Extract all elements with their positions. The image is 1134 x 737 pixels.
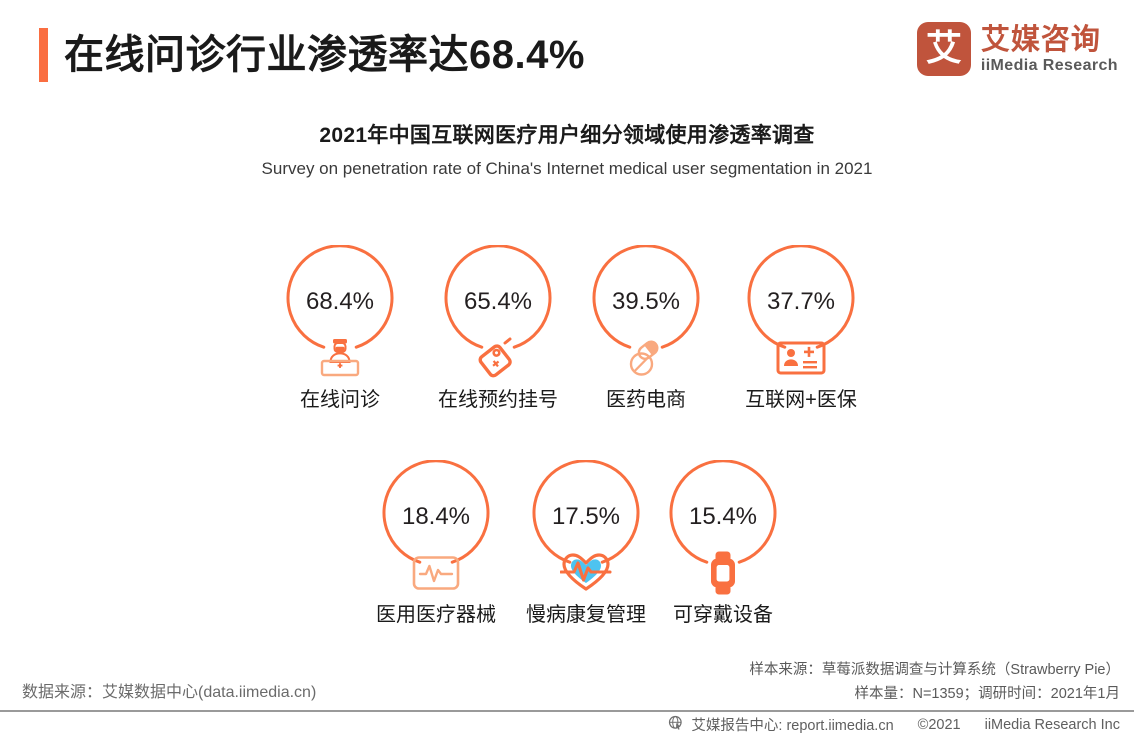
sample-source-note: 样本来源：草莓派数据调查与计算系统（Strawberry Pie）	[749, 662, 1120, 678]
metric-label: 互联网+医保	[745, 389, 857, 411]
progress-ring: 37.7%	[746, 245, 856, 375]
brand-name-cn: 艾媒咨询	[980, 23, 1101, 56]
progress-ring: 65.4%	[443, 245, 553, 378]
metric-label: 在线预约挂号	[438, 389, 558, 411]
brand-mark-icon: 艾	[916, 22, 971, 76]
metric-bubble: 18.4% 医用医疗器械	[373, 460, 499, 626]
heartbeat-icon	[559, 550, 613, 596]
metric-label: 医药电商	[606, 389, 686, 411]
metric-bubble: 37.7% 互联网+医保	[738, 245, 864, 411]
metric-label: 在线问诊	[300, 389, 380, 411]
metric-value: 15.4%	[688, 503, 758, 530]
metric-value: 18.4%	[401, 503, 471, 530]
medical-monitor-icon	[409, 550, 463, 596]
metric-value: 65.4%	[463, 288, 533, 315]
chart-subtitle: Survey on penetration rate of China's In…	[261, 159, 873, 178]
metric-bubble: 39.5% 医药电商	[583, 245, 709, 411]
page-title: 在线问诊行业渗透率达68.4%	[64, 33, 585, 77]
data-source-note: 数据来源：艾媒数据中心(data.iimedia.cn)	[22, 684, 317, 701]
metric-label: 慢病康复管理	[526, 604, 646, 626]
smartwatch-icon	[696, 550, 750, 596]
metric-label: 可穿戴设备	[673, 604, 773, 626]
progress-ring: 15.4%	[668, 460, 778, 595]
copyright-label: ©2021	[917, 716, 961, 733]
progress-ring: 39.5%	[591, 245, 701, 376]
metric-value: 39.5%	[611, 288, 681, 315]
sample-size-note: 样本量：N=1359；调研时间：2021年1月	[854, 686, 1120, 702]
metric-value: 37.7%	[766, 288, 836, 315]
brand-name-en: iiMedia Research	[980, 56, 1118, 74]
globe-cursor-icon	[668, 715, 684, 735]
metric-value: 68.4%	[305, 288, 375, 315]
metric-bubble: 68.4% 在线问诊	[277, 245, 403, 411]
footer-bar: 艾媒报告中心: report.iimedia.cn ©2021 iiMedia …	[668, 714, 1120, 735]
id-card-icon	[774, 335, 828, 381]
metric-label: 医用医疗器械	[376, 604, 496, 626]
metric-bubble: 65.4% 在线预约挂号	[435, 245, 561, 411]
metric-value: 17.5%	[551, 503, 621, 530]
progress-ring: 17.5%	[531, 460, 641, 591]
price-tag-icon	[471, 335, 525, 381]
progress-ring: 18.4%	[381, 460, 491, 590]
title-accent-bar	[39, 28, 48, 82]
chart-title: 2021年中国互联网医疗用户细分领域使用渗透率调查	[319, 124, 815, 147]
brand-text: 艾媒咨询 iiMedia Research	[981, 24, 1118, 75]
pills-icon	[619, 335, 673, 381]
metric-bubble: 17.5% 慢病康复管理	[523, 460, 649, 626]
company-label: iiMedia Research Inc	[984, 716, 1120, 733]
metric-bubble: 15.4% 可穿戴设备	[660, 460, 786, 626]
brand-logo: 艾 艾媒咨询 iiMedia Research	[916, 22, 1118, 76]
progress-ring: 68.4%	[285, 245, 395, 377]
report-center-label: 艾媒报告中心: report.iimedia.cn	[691, 718, 894, 734]
page-header: 在线问诊行业渗透率达68.4% 艾 艾媒咨询 iiMedia Research	[0, 0, 1134, 100]
doctor-desk-icon	[313, 335, 367, 381]
footer-divider	[0, 710, 1134, 712]
